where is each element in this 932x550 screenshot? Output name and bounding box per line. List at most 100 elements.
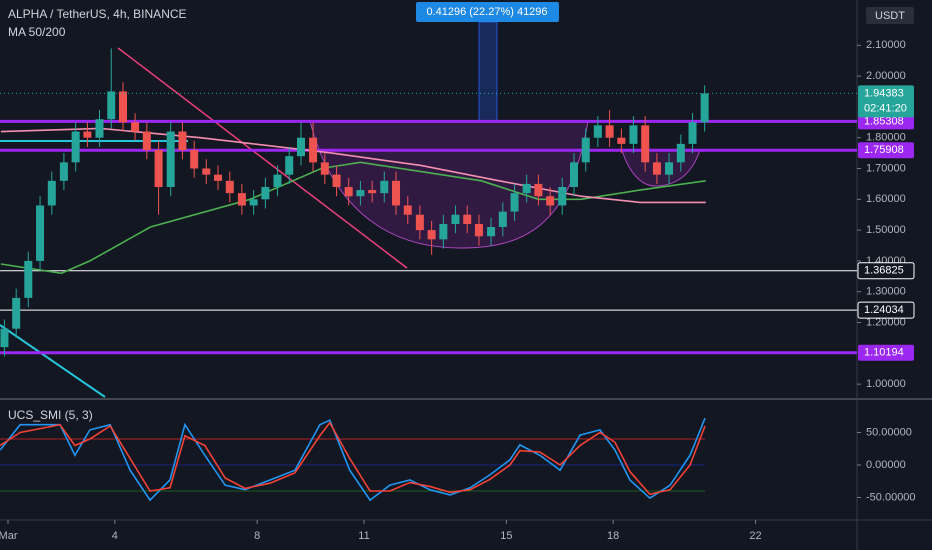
candle-body — [178, 131, 187, 151]
candle-body — [629, 125, 638, 144]
candle-body — [249, 199, 258, 206]
y-tick-label: 2.10000 — [866, 39, 906, 51]
level-label: 1.75908 — [864, 144, 904, 156]
y-tick-label: -50.00000 — [866, 491, 916, 503]
trend-line — [117, 47, 408, 269]
candle-body — [641, 125, 650, 163]
candle-body — [166, 131, 175, 187]
level-label: 1.24034 — [864, 304, 904, 316]
candle-body — [59, 162, 68, 181]
level-label: 1.85308 — [864, 115, 904, 127]
candle-body — [131, 122, 140, 132]
y-tick-label: 1.70000 — [866, 162, 906, 174]
x-tick-label: 15 — [500, 530, 512, 542]
level-badge — [858, 344, 914, 361]
candle-body — [451, 214, 460, 224]
candle-body — [487, 227, 496, 237]
candle-body — [558, 186, 567, 206]
candle-body — [225, 180, 234, 194]
countdown: 02:41:20 — [864, 102, 907, 114]
annotation-badge — [416, 2, 559, 22]
candle-body — [344, 186, 353, 197]
candle-body — [534, 183, 543, 197]
y-tick-label: 1.20000 — [866, 316, 906, 328]
currency-badge — [866, 7, 914, 24]
candle-body — [285, 156, 294, 175]
candle-body — [652, 162, 661, 175]
last-price-badge — [858, 85, 914, 118]
candle-body — [0, 328, 9, 348]
y-tick-label: 1.50000 — [866, 224, 906, 236]
candle-body — [118, 91, 127, 123]
x-tick-label: 8 — [254, 530, 260, 542]
x-tick-label: 4 — [112, 530, 118, 542]
candle-body — [593, 125, 602, 138]
level-badge — [857, 262, 915, 280]
candle-body — [320, 162, 329, 175]
symbol-title: ALPHA / TetherUS, 4h, BINANCE — [8, 7, 187, 21]
candle-body — [190, 150, 199, 169]
candle-body — [214, 174, 223, 181]
candle-body — [261, 186, 270, 200]
candle-body — [665, 162, 674, 175]
candle-body — [463, 214, 472, 224]
candle-body — [546, 196, 555, 206]
smi-line — [0, 417, 706, 502]
level-badge — [857, 301, 915, 319]
candle-body — [71, 131, 80, 163]
candle-body — [107, 91, 116, 120]
candle-body — [309, 137, 318, 163]
candle-body — [392, 180, 401, 206]
candle-body — [296, 137, 305, 157]
candle-body — [581, 137, 590, 163]
candle-body — [95, 119, 104, 138]
candle-body — [380, 180, 389, 194]
candle-body — [498, 211, 507, 228]
candle-body — [202, 168, 211, 175]
range-drawing — [478, 21, 498, 122]
level-label: 1.10194 — [864, 347, 904, 359]
candle-body — [427, 230, 436, 240]
cyan-trend-line — [0, 324, 106, 398]
candle-body — [570, 162, 579, 187]
y-tick-label: 1.60000 — [866, 193, 906, 205]
candle-body — [439, 223, 448, 240]
candle-body — [688, 122, 697, 144]
candle-body — [676, 143, 685, 163]
currency-label: USDT — [875, 10, 905, 22]
candle-body — [154, 150, 163, 187]
candle-body — [617, 137, 626, 144]
level-label: 1.36825 — [864, 265, 904, 277]
y-tick-label: 1.80000 — [866, 132, 906, 144]
x-tick-label: 11 — [358, 530, 369, 542]
candle-body — [403, 205, 412, 215]
x-tick-label: Mar — [0, 530, 18, 542]
candle-body — [474, 223, 483, 237]
level-badge — [858, 142, 914, 159]
candle-body — [700, 93, 709, 123]
candle-body — [605, 125, 614, 138]
annotation: 0.41296 (22.27%) 41296 — [426, 6, 547, 18]
candle-body — [24, 260, 33, 298]
candle-body — [332, 174, 341, 187]
candle-body — [510, 193, 519, 212]
candle-body — [47, 180, 56, 206]
pane-title: UCS_SMI (5, 3) — [8, 408, 93, 422]
candle-body — [36, 205, 45, 261]
candle-body — [142, 131, 151, 151]
candle-body — [273, 174, 282, 187]
indicator-label: MA 50/200 — [8, 25, 66, 39]
candle-body — [522, 183, 531, 194]
last-price-label: 1.94383 — [864, 87, 904, 99]
candle-body — [12, 297, 21, 329]
y-tick-label: 2.00000 — [866, 70, 906, 82]
x-tick-label: 18 — [607, 530, 619, 542]
y-tick-label: 50.00000 — [866, 426, 912, 438]
x-tick-label: 22 — [749, 530, 761, 542]
y-tick-label: 1.30000 — [866, 286, 906, 298]
smi-line — [0, 421, 706, 496]
candle-body — [415, 214, 424, 231]
candle-body — [237, 193, 246, 206]
